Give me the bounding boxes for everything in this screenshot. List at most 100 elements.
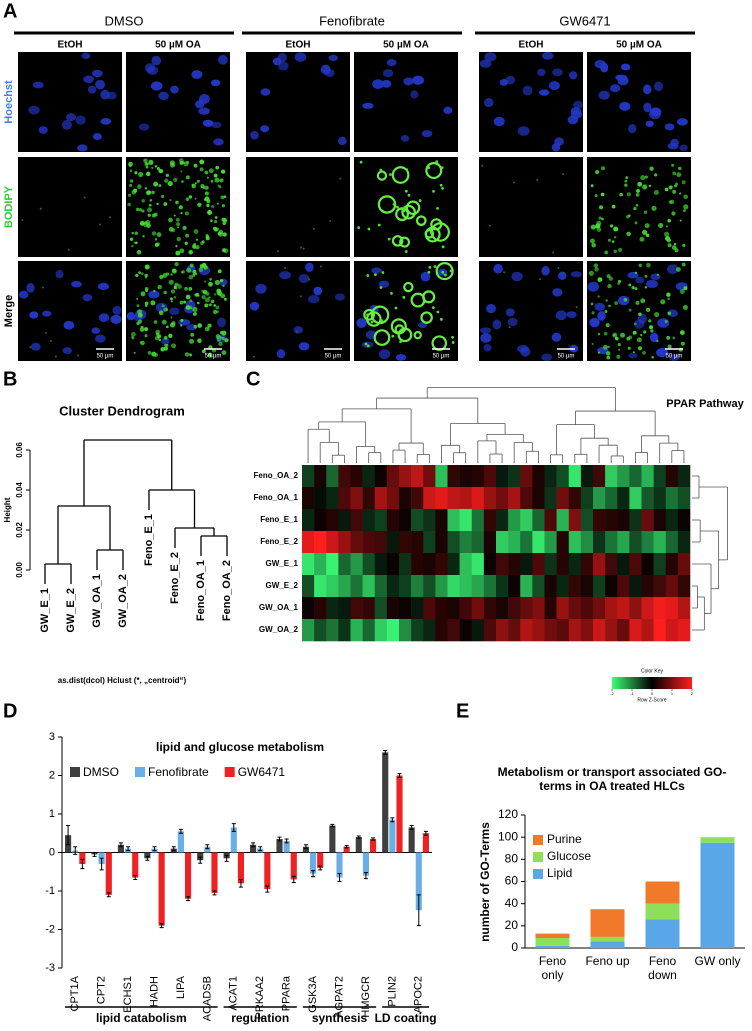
nucleus [517, 344, 529, 353]
heat-cell [556, 487, 570, 510]
nucleus [18, 290, 29, 299]
lipid-droplet [606, 355, 610, 360]
lipid-droplet [366, 274, 370, 277]
lipid-droplet [219, 279, 224, 283]
lipid-droplet [637, 181, 643, 187]
lipid-droplet [185, 197, 190, 201]
lipid-droplet [199, 159, 205, 165]
error-bar [238, 878, 243, 888]
heat-cell [641, 487, 654, 510]
heat-cell [677, 553, 691, 576]
heat-cell [411, 509, 424, 532]
lipid-droplet [562, 272, 565, 275]
heat-cell [399, 465, 412, 488]
lipid-droplet [598, 216, 602, 220]
lipid-droplet [162, 273, 168, 278]
heat-cell [629, 531, 642, 554]
nucleus [646, 279, 658, 289]
nucleus [664, 123, 675, 131]
lipid-droplet [390, 291, 393, 295]
micrograph: 50 µm [246, 261, 350, 361]
lipid-droplet [154, 238, 158, 241]
error-bar [390, 817, 395, 823]
lipid-droplet [673, 242, 677, 246]
legend-label: Lipid [547, 866, 572, 880]
nucleus [492, 319, 502, 330]
lipid-droplet [620, 332, 626, 338]
lipid-droplet [170, 300, 173, 303]
lipid-droplet [176, 222, 180, 227]
lipid-droplet [639, 236, 645, 242]
lipid-droplet [129, 179, 134, 183]
lipid-droplet [21, 219, 24, 222]
lipid-droplet [481, 164, 484, 167]
nucleus [570, 106, 581, 115]
lipid-droplet [131, 231, 134, 235]
heat-cell [496, 553, 509, 576]
bar [177, 831, 184, 853]
heat-cell [617, 487, 630, 510]
x-tick-label: ACADSB [201, 976, 213, 1021]
lipid-droplet [129, 237, 134, 241]
lipid-droplet [633, 206, 637, 211]
heat-cell [483, 509, 497, 532]
scale-bar-label: 50 µm [558, 354, 575, 360]
lipid-droplet [618, 348, 621, 351]
bar-segment [700, 842, 735, 948]
lipid-droplet [379, 286, 383, 289]
bar [396, 775, 403, 853]
lipid-droplet [552, 251, 555, 254]
lipid-droplet [156, 335, 160, 339]
nucleus [551, 143, 561, 152]
nucleus [378, 349, 391, 360]
nucleus [668, 353, 680, 361]
bar-segment [700, 837, 735, 843]
lipid-droplet [683, 286, 688, 291]
heat-cell [302, 575, 315, 598]
lipid-droplet [443, 273, 447, 277]
heat-cell [386, 619, 400, 642]
lipid-droplet [590, 238, 595, 244]
error-bar [318, 865, 323, 871]
lipid-droplet [656, 273, 659, 276]
lipid-droplet [562, 173, 565, 176]
lipid-droplet [175, 282, 179, 287]
x-tick-label: PRKAA2 [254, 976, 266, 1019]
heat-cell [653, 619, 667, 642]
scale-bar-label: 50 µm [205, 354, 222, 360]
legend-swatch [70, 767, 80, 777]
lipid-droplet [654, 173, 658, 177]
nucleus [276, 349, 286, 359]
lipid-droplet [591, 311, 595, 315]
y-tick-label: 80 [505, 852, 519, 866]
heat-cell [593, 619, 606, 642]
heat-cell [665, 553, 679, 576]
nucleus [110, 314, 122, 324]
heat-cell [520, 487, 533, 510]
lipid-droplet [141, 199, 145, 203]
nucleus [151, 55, 162, 66]
lipid-droplet [217, 269, 222, 274]
nucleus [71, 280, 82, 288]
lipid-droplet [179, 300, 184, 305]
lipid-droplet [387, 237, 391, 241]
lipid-droplet [197, 202, 202, 207]
lipid-droplet [619, 192, 623, 197]
lipid-droplet [134, 231, 138, 235]
heat-cell [399, 553, 412, 576]
lipid-droplet [665, 225, 668, 228]
lipid-droplet [403, 281, 414, 293]
nucleus [597, 310, 606, 321]
lipid-droplet [640, 298, 646, 304]
nucleus [83, 75, 94, 84]
y-tick-label: 100 [498, 829, 518, 843]
nucleus [356, 318, 367, 328]
heat-cell [544, 531, 557, 554]
lipid-droplet [601, 166, 606, 171]
bar [415, 852, 422, 911]
lipid-droplet [674, 248, 679, 253]
chart-title: Cluster Dendrogram [59, 403, 185, 418]
lipid-droplet [449, 269, 453, 273]
lipid-droplet [209, 219, 213, 222]
lipid-droplet [216, 202, 219, 205]
